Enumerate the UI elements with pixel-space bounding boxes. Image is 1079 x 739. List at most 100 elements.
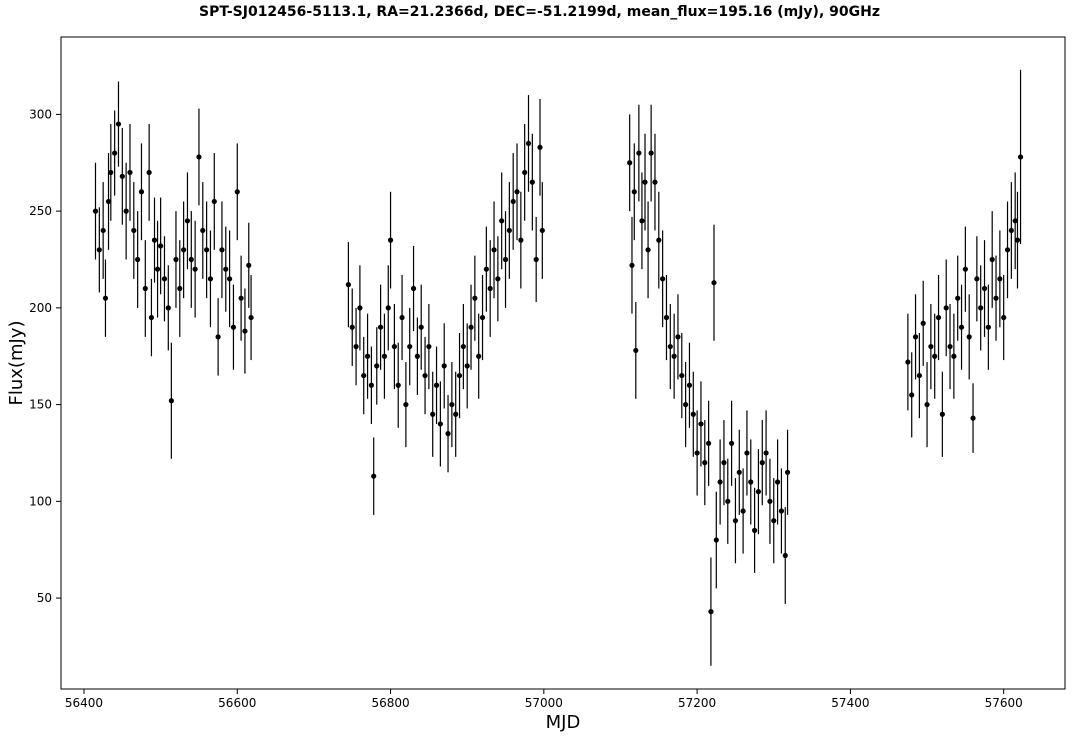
data-point [924, 401, 930, 408]
data-point [161, 276, 168, 282]
data-point [627, 160, 633, 166]
data-point [1004, 247, 1011, 253]
data-point [449, 401, 455, 408]
data-point [686, 382, 693, 388]
data-point [437, 421, 443, 427]
data-point [248, 314, 254, 321]
data-point [974, 276, 980, 282]
data-point [361, 372, 367, 379]
data-point [935, 314, 942, 321]
data-point [698, 421, 704, 427]
data-marks [92, 69, 1024, 666]
data-point [487, 285, 493, 292]
data-point [962, 266, 968, 272]
data-point [105, 198, 112, 205]
data-point [242, 328, 248, 334]
data-point [430, 411, 436, 417]
data-point [725, 498, 731, 504]
data-point [472, 295, 478, 301]
data-point [675, 334, 681, 340]
data-point [767, 498, 773, 504]
data-point [495, 276, 501, 282]
data-point [981, 285, 988, 292]
data-point [207, 276, 214, 282]
data-point [502, 256, 509, 263]
data-point [119, 173, 125, 179]
data-point [656, 237, 662, 243]
data-point [732, 518, 739, 524]
data-point [752, 527, 758, 533]
data-point [204, 247, 210, 253]
data-point [385, 305, 391, 311]
data-point [1012, 218, 1018, 224]
data-point [636, 150, 642, 156]
data-point [433, 382, 440, 388]
data-point [978, 305, 984, 311]
data-point [151, 237, 158, 243]
data-point [955, 295, 961, 301]
y-axis-label: Flux(mJy) [6, 321, 27, 406]
x-axis-label: MJD [546, 712, 581, 733]
data-point [629, 262, 635, 268]
data-point [184, 218, 191, 224]
plot-frame [60, 36, 1066, 690]
data-point [92, 208, 99, 214]
x-axis: 56400 56600 56800 57000 57200 57400 57600 [65, 689, 1023, 710]
data-point [667, 343, 673, 350]
data-point [928, 343, 934, 350]
data-point [514, 189, 520, 195]
data-point [418, 324, 424, 330]
data-point [181, 247, 187, 253]
data-point [138, 189, 145, 195]
data-point [456, 372, 463, 379]
chart-title: SPT-SJ012456-5113.1, RA=21.2366d, DEC=-5… [199, 4, 880, 20]
data-point [491, 247, 497, 253]
data-point [736, 469, 742, 475]
data-point [951, 353, 957, 359]
data-point [188, 256, 194, 263]
data-point [403, 401, 409, 408]
x-tick-label: 57200 [678, 696, 716, 710]
data-point [460, 343, 466, 350]
data-point [510, 198, 516, 205]
data-point [223, 266, 229, 272]
data-point [422, 372, 428, 379]
data-point [108, 169, 114, 176]
data-point [368, 382, 374, 388]
data-point [1017, 154, 1024, 160]
data-point [410, 285, 417, 292]
data-point [364, 353, 371, 359]
data-point [652, 179, 658, 185]
data-point [154, 266, 161, 272]
data-point [453, 411, 459, 417]
data-point [377, 324, 384, 330]
data-point [468, 324, 474, 330]
data-point [702, 460, 708, 466]
data-point [518, 237, 524, 243]
data-point [246, 262, 252, 268]
data-point [215, 334, 221, 340]
data-point [173, 256, 179, 263]
data-point [690, 411, 696, 417]
data-point [200, 227, 206, 234]
data-point [706, 440, 712, 446]
data-point [631, 189, 637, 195]
y-tick-label: 50 [37, 591, 52, 605]
data-point [230, 324, 237, 330]
data-point [645, 247, 651, 253]
data-point [748, 479, 754, 485]
data-point [939, 411, 945, 417]
data-point [633, 347, 639, 354]
data-point [537, 144, 543, 150]
data-point [168, 398, 174, 404]
data-point [729, 440, 735, 446]
data-point [506, 227, 512, 234]
data-point [717, 479, 723, 485]
data-point [219, 247, 225, 253]
data-point [522, 169, 528, 176]
data-point [912, 334, 919, 340]
data-point [539, 227, 545, 234]
data-point [966, 334, 972, 340]
data-point [148, 314, 155, 321]
